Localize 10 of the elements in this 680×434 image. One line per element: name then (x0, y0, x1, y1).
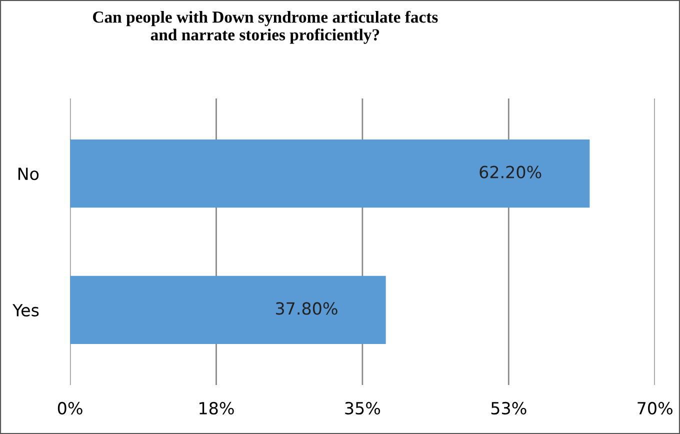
y-tick-label: Yes (12, 304, 39, 317)
x-tick-label: 0% (58, 402, 82, 415)
data-label: 62.20% (480, 166, 542, 178)
data-label: 37.80% (276, 302, 338, 315)
x-tick-label: 70% (638, 402, 672, 415)
x-tick-label: 35% (345, 402, 380, 415)
x-tick-label: 53% (491, 402, 526, 415)
chart-title: Can people with Down syndrome articulate facts and narrate stories proficiently? (93, 10, 438, 44)
y-tick-label: No (18, 168, 39, 180)
x-tick-label: 18% (200, 402, 234, 415)
